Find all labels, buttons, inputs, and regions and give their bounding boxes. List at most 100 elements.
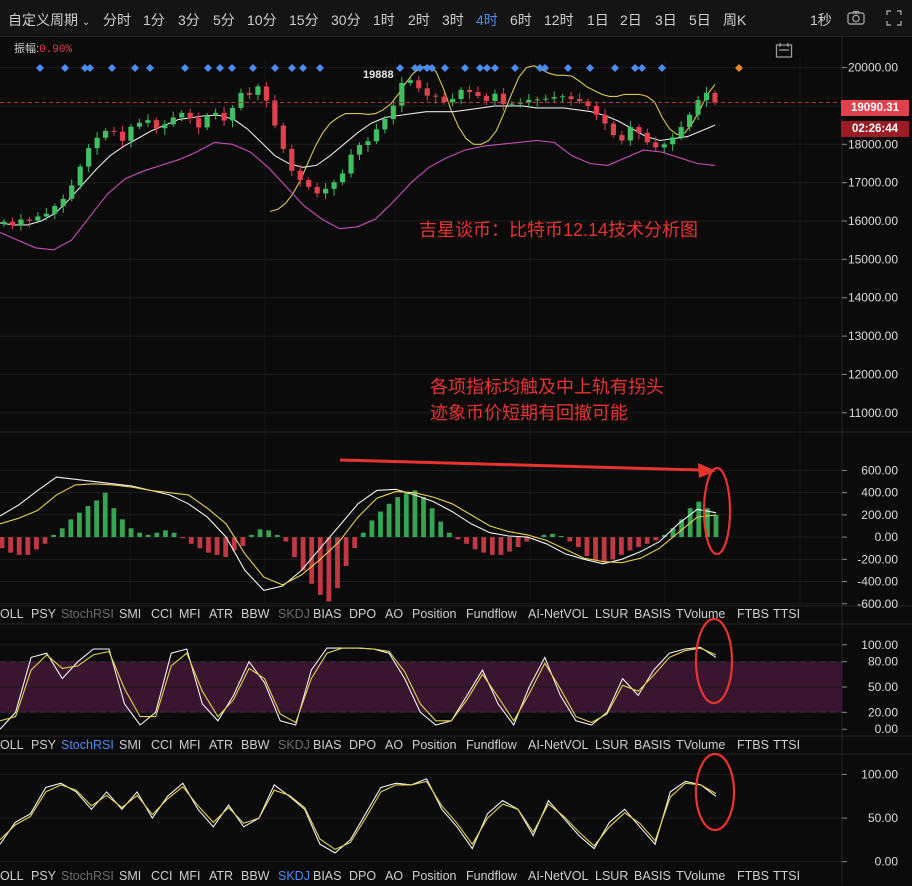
indicator-tab[interactable]: OLL [0, 869, 24, 883]
signal-diamond [441, 64, 449, 72]
timeframe-tab[interactable]: 2时 [408, 12, 430, 28]
candle-body [593, 105, 600, 115]
y-tick-label: 600.00 [861, 463, 898, 477]
timeframe-tab[interactable]: 12时 [544, 12, 574, 28]
candle-body [627, 127, 633, 141]
indicator-tab[interactable]: AO [385, 607, 404, 621]
indicator-tab[interactable]: CCI [151, 607, 173, 621]
indicator-tab[interactable]: BBW [241, 738, 270, 752]
fullscreen-icon[interactable] [884, 8, 904, 28]
indicator-tab[interactable]: AI-NetVOL [528, 869, 589, 883]
indicator-tab[interactable]: SMI [119, 607, 142, 621]
indicator-tab[interactable]: Position [412, 738, 457, 752]
indicator-tab[interactable]: TTSI [773, 869, 801, 883]
y-tick-label: 20.00 [868, 705, 898, 719]
indicator-tab[interactable]: ATR [209, 607, 234, 621]
indicator-tab[interactable]: MFI [179, 607, 201, 621]
timeframe-tab[interactable]: 1日 [587, 12, 609, 28]
indicator-tab[interactable]: BIAS [313, 607, 342, 621]
timeframe-tab[interactable]: 4时 [476, 12, 498, 28]
indicator-tab[interactable]: FTBS [737, 738, 769, 752]
timeframe-tab[interactable]: 6时 [510, 12, 532, 28]
timeframe-tab[interactable]: 10分 [247, 12, 277, 28]
histogram-bar [636, 537, 641, 548]
indicator-tab[interactable]: AO [385, 738, 404, 752]
indicator-tab[interactable]: MFI [179, 869, 201, 883]
indicator-tab[interactable]: PSY [31, 738, 57, 752]
timeframe-tab[interactable]: 15分 [289, 12, 319, 28]
indicator-tab[interactable]: PSY [31, 607, 57, 621]
indicator-tab[interactable]: BASIS [634, 607, 671, 621]
current-price-label: 19090.31 [841, 100, 909, 116]
indicator-tab[interactable]: StochRSI [61, 869, 114, 883]
y-tick-label: 15000.00 [848, 252, 898, 266]
timeframe-tab[interactable]: 2日 [620, 12, 642, 28]
timeframe-tab[interactable]: 1分 [143, 12, 165, 28]
indicator-tab[interactable]: TVolume [676, 738, 726, 752]
indicator-tab[interactable]: BBW [241, 869, 270, 883]
indicator-tab[interactable]: OLL [0, 607, 24, 621]
timeframe-tab[interactable]: 5分 [213, 12, 235, 28]
indicator-tab[interactable]: TVolume [676, 869, 726, 883]
indicator-tab[interactable]: PSY [31, 869, 57, 883]
indicator-tab[interactable]: BASIS [634, 738, 671, 752]
indicator-tab[interactable]: FTBS [737, 869, 769, 883]
candle-body [60, 198, 66, 207]
indicator-tab[interactable]: DPO [349, 869, 377, 883]
timeframe-tab[interactable]: 周K [723, 12, 747, 28]
annotation-circle [694, 752, 736, 832]
timeframe-tab[interactable]: 分时 [103, 12, 131, 28]
indicator-tab[interactable]: ATR [209, 869, 234, 883]
refresh-interval[interactable]: 1秒 [810, 12, 832, 28]
indicator-tab[interactable]: CCI [151, 738, 173, 752]
timeframe-tab[interactable]: 1时 [373, 12, 395, 28]
timeframe-tab[interactable]: 30分 [331, 12, 361, 28]
indicator-tab[interactable]: Position [412, 869, 457, 883]
indicator-tab[interactable]: SKDJ [278, 738, 310, 752]
indicator-tab[interactable]: OLL [0, 738, 24, 752]
candle-body [86, 148, 92, 167]
indicator-tab[interactable]: CCI [151, 869, 173, 883]
indicator-tab[interactable]: Fundflow [466, 738, 517, 752]
candle-body [102, 130, 109, 138]
indicator-tab[interactable]: StochRSI [61, 738, 114, 752]
indicator-tab[interactable]: Fundflow [466, 869, 517, 883]
indicator-tab[interactable]: AI-NetVOL [528, 607, 589, 621]
indicator-tab[interactable]: SKDJ [278, 607, 310, 621]
indicator-tab[interactable]: AI-NetVOL [528, 738, 589, 752]
indicator-tab[interactable]: TTSI [773, 738, 801, 752]
indicator-tab[interactable]: Position [412, 607, 457, 621]
indicator-tab[interactable]: FTBS [737, 607, 769, 621]
indicator-tab[interactable]: BIAS [313, 869, 342, 883]
indicator-tab[interactable]: MFI [179, 738, 201, 752]
indicator-tab[interactable]: BBW [241, 607, 270, 621]
indicator-tab[interactable]: TVolume [676, 607, 726, 621]
indicator-tab[interactable]: LSUR [595, 869, 629, 883]
candle-body [382, 118, 388, 130]
signal-diamond [249, 64, 257, 72]
timeframe-tab[interactable]: 3时 [442, 12, 464, 28]
timeframe-tab[interactable]: 3日 [655, 12, 677, 28]
timeframe-tab[interactable]: 5日 [689, 12, 711, 28]
indicator-tab[interactable]: DPO [349, 738, 377, 752]
indicator-tab[interactable]: BASIS [634, 869, 671, 883]
indicator-tab[interactable]: SMI [119, 738, 142, 752]
indicator-tab[interactable]: Fundflow [466, 607, 517, 621]
indicator-tab[interactable]: AO [385, 869, 404, 883]
indicator-tab[interactable]: ATR [209, 738, 234, 752]
indicator-tab[interactable]: StochRSI [61, 607, 114, 621]
timeframe-tab[interactable]: 3分 [178, 12, 200, 28]
indicator-tab[interactable]: DPO [349, 607, 377, 621]
indicator-tab[interactable]: LSUR [595, 607, 629, 621]
indicator-tab[interactable]: SKDJ [278, 869, 310, 883]
indicator-tab[interactable]: LSUR [595, 738, 629, 752]
indicator-tab[interactable]: SMI [119, 869, 142, 883]
indicator-tab[interactable]: TTSI [773, 607, 801, 621]
indicator-tab[interactable]: BIAS [313, 738, 342, 752]
period-select[interactable]: 自定义周期 ⌄ [8, 12, 91, 28]
candle-body [69, 185, 75, 199]
y-tick-label: 50.00 [868, 680, 898, 694]
camera-icon[interactable] [846, 8, 866, 28]
candle-body [111, 130, 117, 132]
